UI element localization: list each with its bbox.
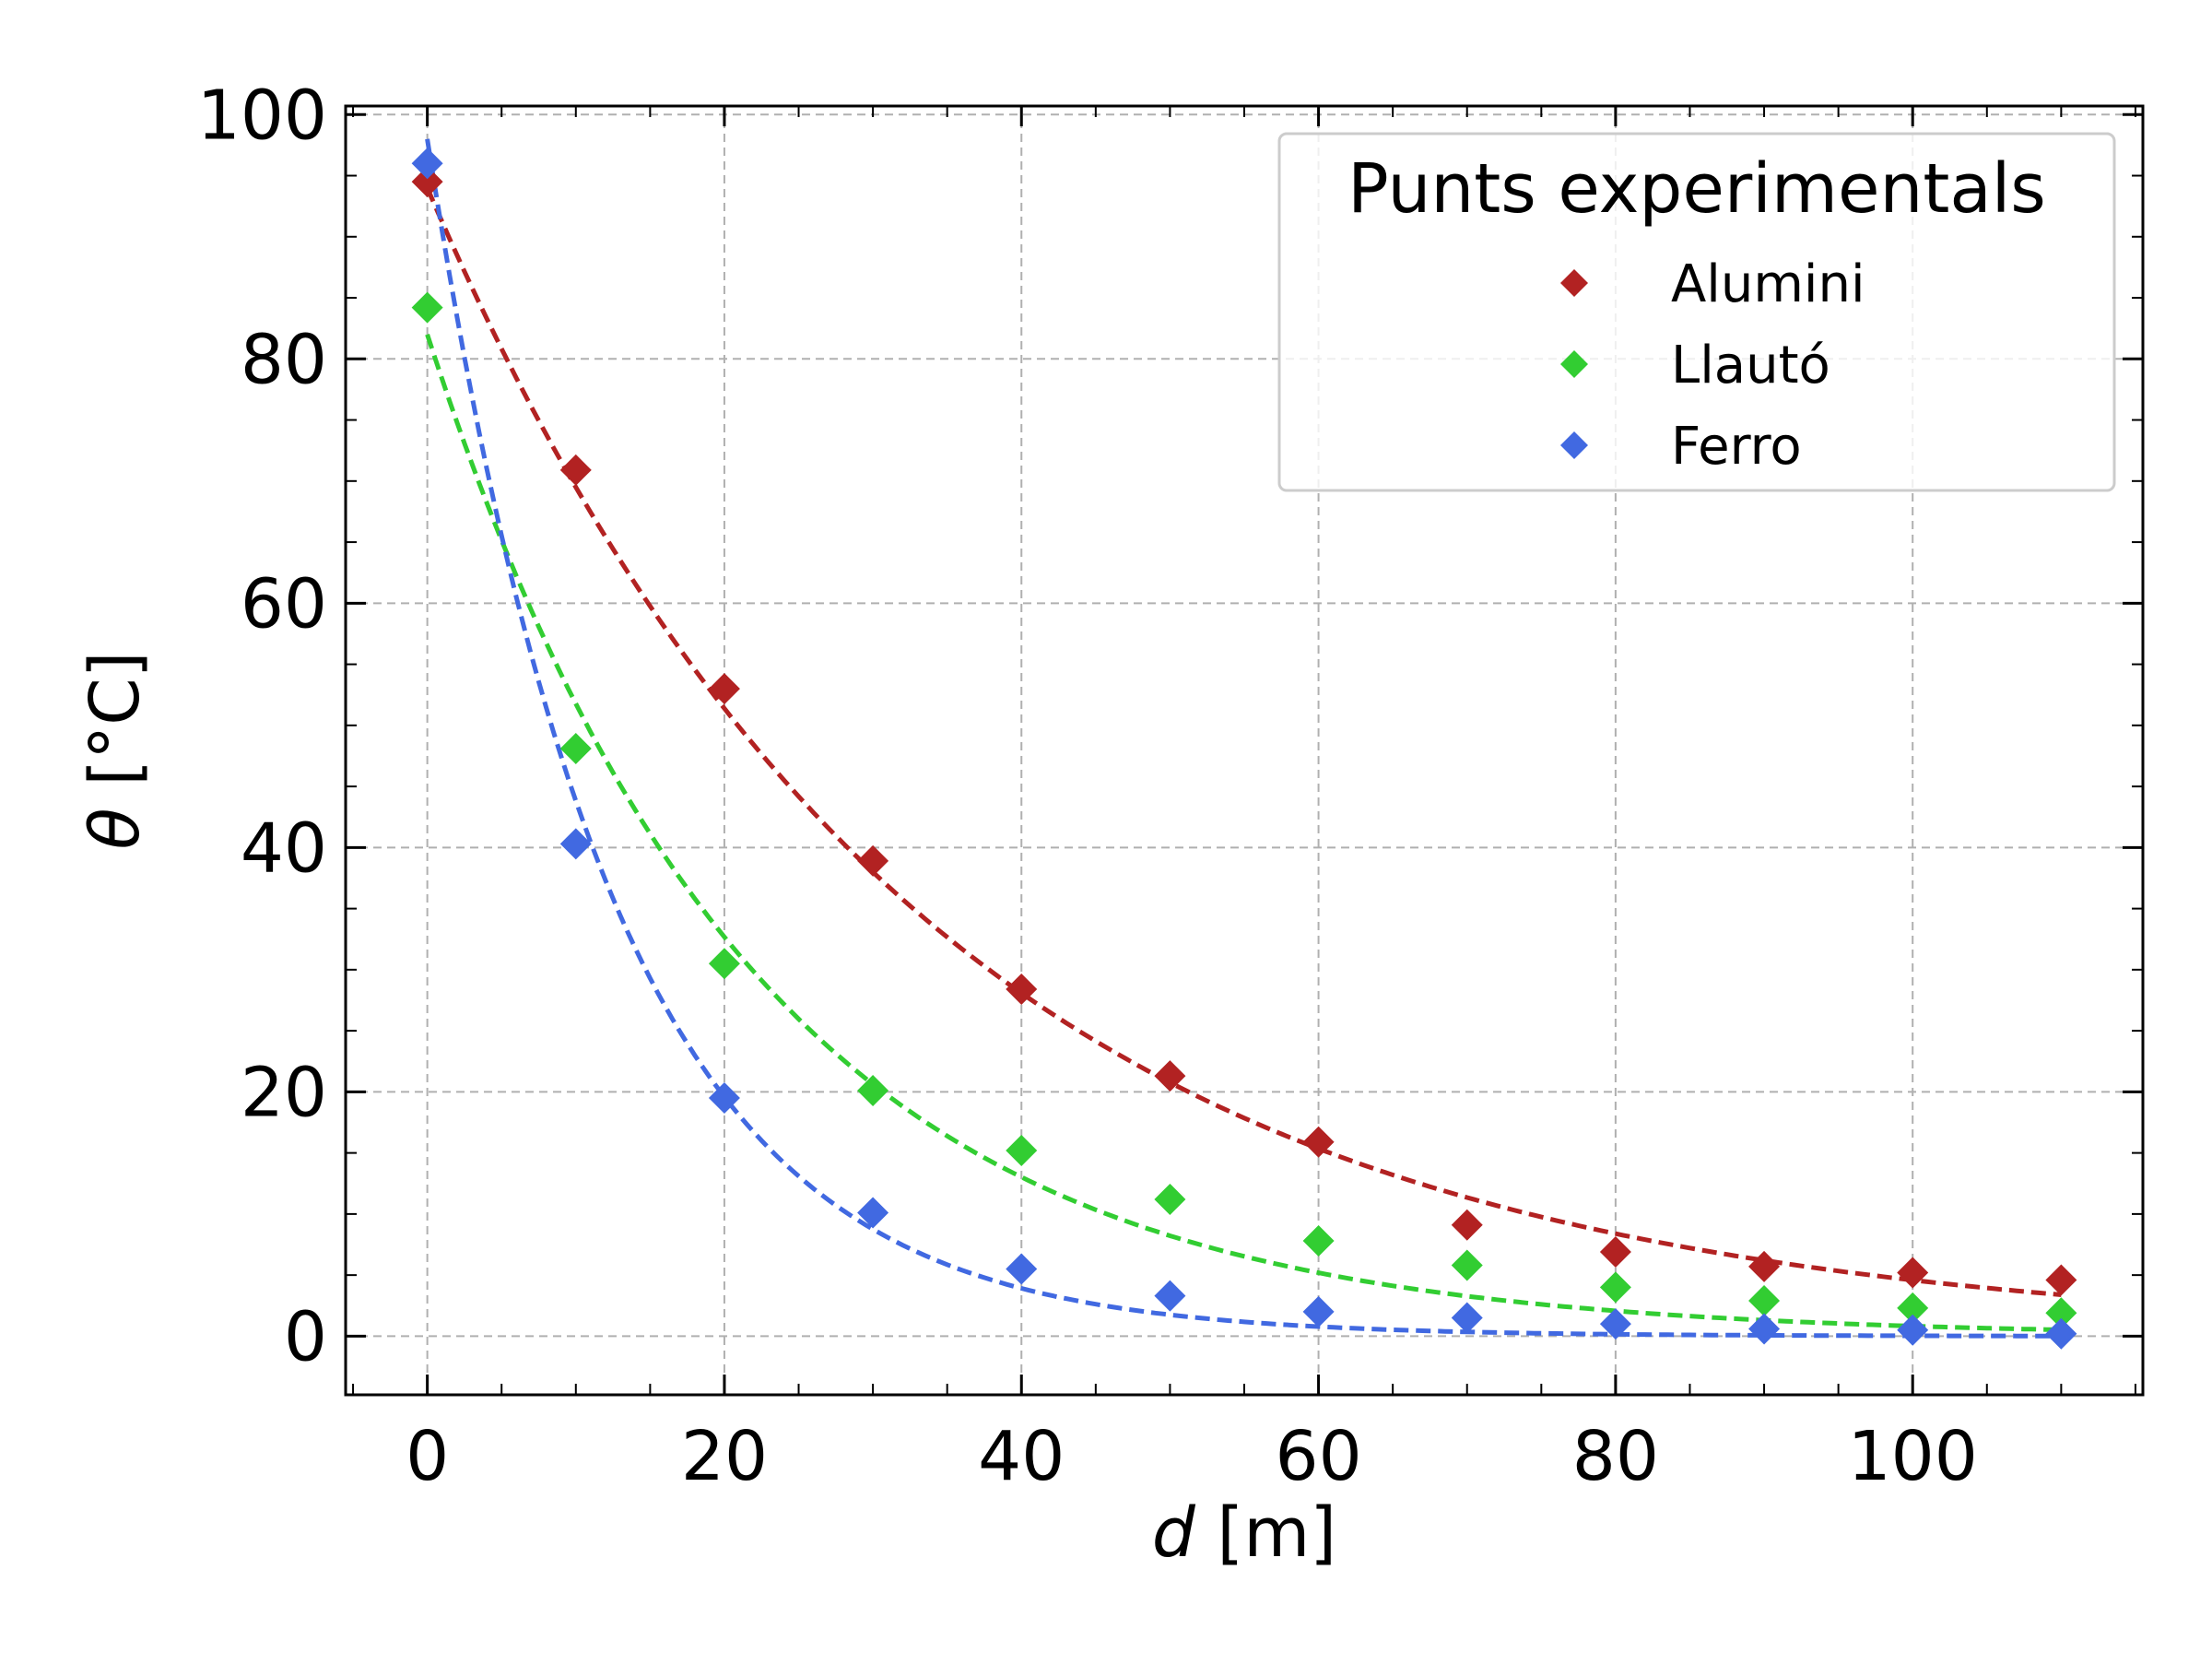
data-point-llautó: [1006, 1134, 1038, 1166]
fit-curve-llautó: [425, 334, 2062, 1332]
y-tick-label: 20: [241, 1053, 327, 1132]
x-axis-label: d [m]: [1152, 1493, 1336, 1573]
data-point-alumini: [411, 166, 443, 198]
data-point-alumini: [1599, 1235, 1631, 1268]
y-tick-label: 80: [241, 320, 327, 399]
x-tick-label: 20: [681, 1417, 768, 1496]
data-point-llautó: [1599, 1271, 1631, 1304]
y-axis-unit: [°C]: [76, 651, 155, 808]
fit-curve-alumini: [425, 186, 2062, 1297]
data-points: [411, 148, 2077, 1350]
data-point-alumini: [1154, 1060, 1186, 1092]
y-axis-label: θ [°C]: [76, 651, 155, 849]
data-point-llautó: [1897, 1292, 1929, 1324]
x-tick-label: 0: [406, 1417, 449, 1496]
y-tick-label: 40: [241, 808, 327, 888]
data-point-ferro: [1451, 1302, 1483, 1334]
data-point-ferro: [1302, 1295, 1335, 1328]
data-point-ferro: [1006, 1253, 1038, 1285]
legend-title: Punts experimentals: [1347, 149, 2046, 229]
y-tick-label: 100: [197, 76, 327, 155]
axis-labels: d [m] θ [°C]: [76, 651, 1336, 1573]
data-point-alumini: [708, 673, 740, 705]
x-tick-label: 100: [1848, 1417, 1978, 1496]
legend-marker-ferro: [1560, 431, 1588, 459]
data-point-ferro: [1154, 1280, 1186, 1312]
data-point-alumini: [1748, 1250, 1781, 1282]
legend-marker-alumini: [1560, 269, 1588, 297]
data-point-llautó: [1154, 1183, 1186, 1215]
x-tick-label: 40: [978, 1417, 1065, 1496]
data-point-llautó: [708, 948, 740, 980]
x-axis-unit: [m]: [1195, 1493, 1336, 1573]
data-point-ferro: [857, 1197, 889, 1229]
data-point-llautó: [2045, 1297, 2077, 1329]
fit-curve-ferro: [425, 138, 2062, 1339]
legend-entries: Alumini Llautó Ferro: [1560, 254, 1865, 477]
data-point-llautó: [1302, 1225, 1335, 1257]
data-point-alumini: [1897, 1257, 1929, 1289]
data-point-ferro: [2045, 1317, 2077, 1350]
fit-curves: [425, 138, 2062, 1339]
data-point-ferro: [411, 148, 443, 180]
legend-marker-llautó: [1560, 350, 1588, 378]
ticks: 0 20 40 60 80 100 0 20 40 60 80 100: [197, 76, 2143, 1496]
x-axis-variable: d: [1152, 1493, 1196, 1573]
data-point-llautó: [857, 1075, 889, 1107]
data-point-llautó: [1748, 1284, 1781, 1316]
data-point-alumini: [1451, 1209, 1483, 1241]
legend: Punts experimentals Alumini Llautó Ferro: [1277, 132, 2116, 492]
x-tick-label: 60: [1275, 1417, 1361, 1496]
data-point-alumini: [559, 454, 592, 486]
data-point-alumini: [2045, 1264, 2077, 1296]
data-point-alumini: [1006, 974, 1038, 1006]
data-point-alumini: [1302, 1126, 1335, 1158]
x-tick-label: 80: [1572, 1417, 1659, 1496]
data-point-ferro: [1897, 1314, 1929, 1346]
y-tick-label: 60: [241, 564, 327, 643]
legend-label-ferro: Ferro: [1671, 417, 1802, 477]
data-point-ferro: [559, 828, 592, 860]
y-tick-label: 0: [284, 1297, 327, 1376]
data-point-llautó: [559, 733, 592, 765]
y-axis-variable: θ: [76, 808, 155, 849]
data-point-ferro: [1599, 1308, 1631, 1340]
data-point-ferro: [708, 1081, 740, 1114]
data-point-llautó: [411, 291, 443, 324]
data-point-ferro: [1748, 1313, 1781, 1345]
data-point-llautó: [1451, 1249, 1483, 1281]
legend-label-alumini: Alumini: [1671, 254, 1865, 314]
legend-box: [1277, 132, 2116, 492]
legend-label-llautó: Llautó: [1671, 336, 1830, 395]
data-point-alumini: [857, 844, 889, 877]
